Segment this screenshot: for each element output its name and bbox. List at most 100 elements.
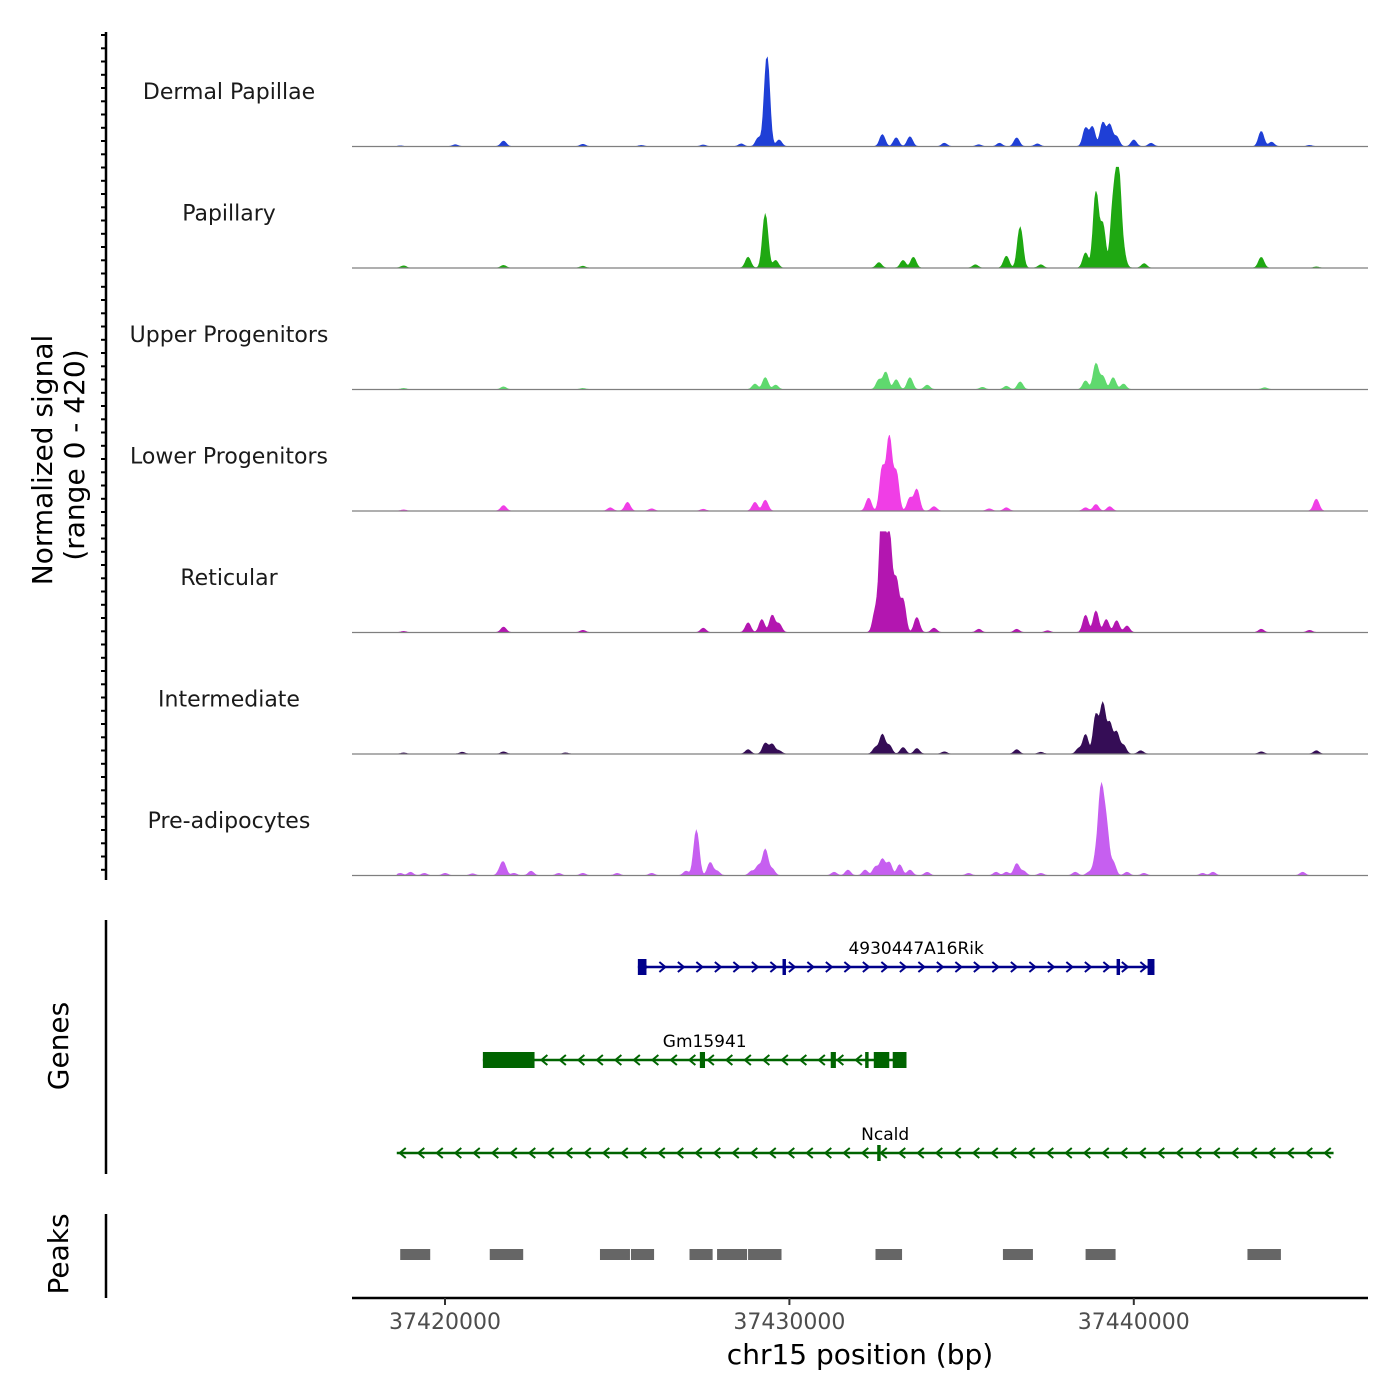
genes-track-title: Genes xyxy=(42,1002,75,1090)
gene-strand-chevron xyxy=(1230,1147,1239,1159)
y-axis-title-line-1: Normalized signal xyxy=(26,335,59,586)
gene-exon xyxy=(877,1145,881,1161)
gene-strand-chevron xyxy=(1045,1147,1054,1159)
gene-strand-chevron xyxy=(546,1147,555,1159)
gene-strand-chevron xyxy=(1028,961,1037,973)
gene-strand-chevron xyxy=(595,1054,604,1066)
coverage-track: Lower Progenitors xyxy=(130,435,1368,512)
gene-strand-chevron xyxy=(658,961,667,973)
track-label: Papillary xyxy=(182,202,276,227)
gene-strand-chevron xyxy=(1139,961,1148,973)
gene-strand-chevron xyxy=(835,1054,845,1066)
gene-strand-chevron xyxy=(677,961,686,973)
gene-exon xyxy=(1116,959,1121,975)
gene-strand-chevron xyxy=(724,1054,734,1066)
gene-strand-chevron xyxy=(854,1054,863,1066)
peak-region xyxy=(875,1249,903,1260)
gene-strand-chevron xyxy=(991,961,1000,973)
gene-strand-chevron xyxy=(860,1147,869,1159)
gene-strand-chevron xyxy=(1267,1147,1276,1159)
gene-strand-chevron xyxy=(490,1147,499,1159)
gene-strand-chevron xyxy=(1101,1147,1110,1159)
gene-model: Ncald xyxy=(396,1125,1334,1161)
coverage-area xyxy=(396,362,1341,390)
gene-strand-chevron xyxy=(509,1147,518,1159)
peak-track xyxy=(400,1249,1281,1260)
gene-strand-chevron xyxy=(1304,1147,1313,1159)
gene-track: 4930447A16Rik Gm15941 Ncald xyxy=(396,939,1334,1161)
gene-exon xyxy=(865,1052,869,1068)
gene-strand-chevron xyxy=(694,1147,703,1159)
coverage-track: Papillary xyxy=(182,166,1368,269)
gene-strand-chevron xyxy=(1249,1147,1258,1159)
peak-region xyxy=(489,1249,524,1260)
gene-name-label: Gm15941 xyxy=(663,1032,747,1052)
peak-region xyxy=(717,1249,748,1260)
coverage-area xyxy=(396,781,1341,876)
coverage-area xyxy=(396,435,1341,512)
gene-strand-chevron xyxy=(650,1054,660,1066)
gene-strand-chevron xyxy=(558,1054,567,1066)
gene-strand-chevron xyxy=(749,1147,758,1159)
track-label: Dermal Papillae xyxy=(143,80,315,105)
gene-strand-chevron xyxy=(805,1147,814,1159)
gene-strand-chevron xyxy=(527,1147,536,1159)
peak-region xyxy=(599,1249,630,1260)
gene-strand-chevron xyxy=(1064,1147,1073,1159)
gene-strand-chevron xyxy=(917,961,926,973)
gene-strand-chevron xyxy=(1286,1147,1295,1159)
gene-strand-chevron xyxy=(769,961,778,973)
x-tick-label: 37430000 xyxy=(733,1310,845,1335)
gene-strand-chevron xyxy=(743,1054,752,1066)
x-axis-title: chr15 position (bp) xyxy=(727,1338,993,1371)
gene-strand-chevron xyxy=(1323,1147,1332,1159)
gene-exon xyxy=(482,1052,535,1068)
gene-strand-chevron xyxy=(798,1054,808,1066)
gene-strand-chevron xyxy=(780,1054,789,1066)
track-label: Pre-adipocytes xyxy=(148,809,311,834)
gene-strand-chevron xyxy=(613,1054,623,1066)
gene-exon xyxy=(1147,959,1155,975)
peak-region xyxy=(1002,1249,1033,1260)
gene-strand-chevron xyxy=(879,1147,888,1159)
gene-strand-chevron xyxy=(564,1147,573,1159)
gene-strand-chevron xyxy=(751,961,760,973)
gene-strand-chevron xyxy=(786,1147,795,1159)
gene-strand-chevron xyxy=(435,1147,444,1159)
gene-strand-chevron xyxy=(817,1054,826,1066)
gene-strand-chevron xyxy=(1212,1147,1221,1159)
coverage-track: Pre-adipocytes xyxy=(148,781,1368,877)
gene-strand-chevron xyxy=(806,961,815,973)
gene-strand-chevron xyxy=(453,1147,462,1159)
gene-strand-chevron xyxy=(916,1147,925,1159)
x-tick-label: 37440000 xyxy=(1078,1310,1190,1335)
gene-strand-chevron xyxy=(1119,1147,1128,1159)
peak-region xyxy=(748,1249,782,1260)
gene-strand-chevron xyxy=(1027,1147,1036,1159)
gene-strand-chevron xyxy=(1082,1147,1091,1159)
gene-strand-chevron xyxy=(398,1147,407,1159)
gene-strand-chevron xyxy=(695,961,704,973)
coverage-track: Upper Progenitors xyxy=(130,323,1368,391)
gene-strand-chevron xyxy=(953,1147,962,1159)
gene-strand-chevron xyxy=(1156,1147,1165,1159)
gene-exon xyxy=(873,1052,890,1068)
gene-strand-chevron xyxy=(880,961,889,973)
peak-region xyxy=(689,1249,713,1260)
peaks-track-title: Peaks xyxy=(42,1213,75,1294)
gene-strand-chevron xyxy=(732,961,741,973)
peak-region xyxy=(630,1249,655,1260)
coverage-track: Reticular xyxy=(180,531,1368,634)
gene-strand-chevron xyxy=(472,1147,481,1159)
gene-strand-chevron xyxy=(825,961,834,973)
gene-exon xyxy=(637,959,647,975)
coverage-area xyxy=(396,166,1341,269)
coverage-track: Intermediate xyxy=(158,688,1368,755)
gene-strand-chevron xyxy=(936,961,945,973)
gene-strand-chevron xyxy=(897,1147,906,1159)
gene-strand-chevron xyxy=(788,961,797,973)
gene-name-label: 4930447A16Rik xyxy=(848,939,984,959)
x-axis: 37420000 37430000 37440000 xyxy=(352,1296,1368,1335)
gene-strand-chevron xyxy=(1065,961,1074,973)
gene-name-label: Ncald xyxy=(861,1125,909,1145)
